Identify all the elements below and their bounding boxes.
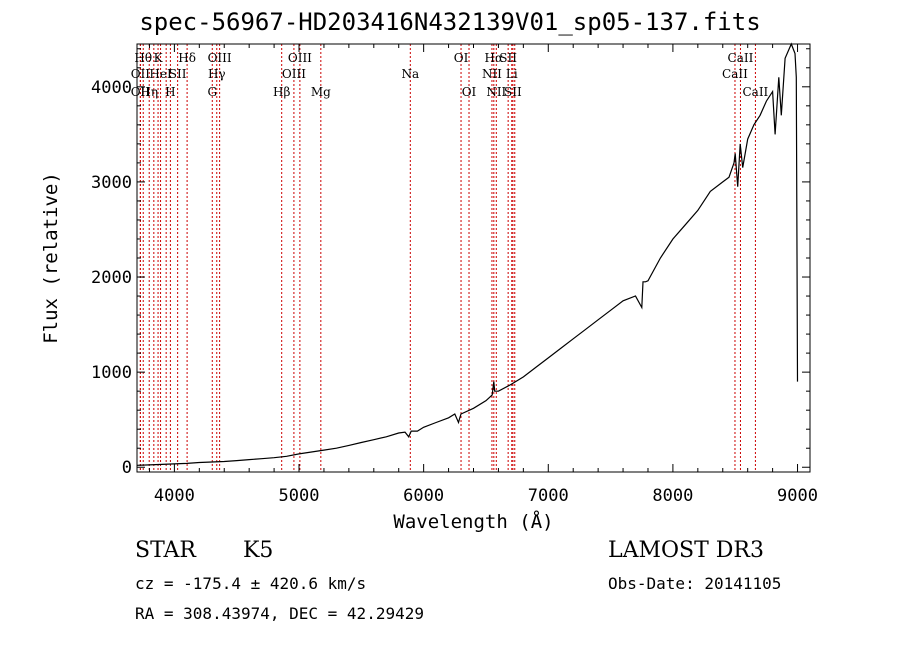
spectral-line-labels: HθOIIOIIHηKHeIHSIIHδGHγOIIIHβOIIIOIIIMgN… [131, 51, 769, 99]
spectrum-series [136, 42, 799, 466]
object-subclass: K5 [243, 538, 274, 563]
survey-name: LAMOST DR3 [608, 538, 764, 563]
spectral-line-label: NII [486, 85, 506, 99]
spectral-line-label: Hβ [273, 85, 290, 99]
spectral-line-label: Hη [140, 85, 158, 99]
spectral-line-label: Hγ [208, 67, 226, 81]
chart-title: spec-56967-HD203416N432139V01_sp05-137.f… [139, 8, 761, 36]
spectral-line-label: Hδ [178, 51, 196, 65]
spectral-line-label: Hθ [134, 51, 152, 65]
x-tick-label: 4000 [154, 486, 195, 506]
spectral-line-label: HeI [149, 67, 172, 81]
spectral-line-label: OII [131, 67, 151, 81]
spectral-line-label: OIII [208, 51, 232, 65]
spectral-line-label: OI [454, 51, 469, 65]
object-class: STAR [135, 538, 196, 563]
x-tick-label: 8000 [652, 486, 693, 506]
spectral-line-label: SII [169, 67, 187, 81]
x-tick-label: 5000 [279, 486, 320, 506]
axis-ticks: 4000 5000 6000 7000 8000 9000 0 1000 2000 3000 400… [91, 44, 818, 506]
spectral-line-label: CaII [728, 51, 754, 65]
y-tick-label: 2000 [91, 268, 132, 288]
y-tick-label: 1000 [91, 363, 132, 383]
x-tick-label: 9000 [777, 486, 818, 506]
spectral-line-label: Mg [311, 85, 331, 99]
y-tick-label: 3000 [91, 173, 132, 193]
spectral-line-markers [139, 44, 756, 472]
redshift-cz: cz = -175.4 ± 420.6 km/s [135, 574, 367, 593]
x-axis-label: Wavelength (Å) [393, 510, 553, 533]
spectral-line-label: CaII [722, 67, 748, 81]
spectral-line-label: Li [506, 67, 518, 81]
spectral-line-label: H [165, 85, 175, 99]
x-tick-label: 6000 [403, 486, 444, 506]
y-tick-label: 4000 [91, 78, 132, 98]
spectral-line-label: CaII [742, 85, 768, 99]
coordinates: RA = 308.43974, DEC = 42.29429 [135, 604, 424, 623]
x-tick-label: 7000 [528, 486, 569, 506]
spectral-line-label: NII [482, 67, 502, 81]
spectral-line-label: OIII [288, 51, 312, 65]
spectral-line-label: K [154, 51, 164, 65]
spectral-line-label: OII [131, 85, 151, 99]
y-tick-label: 0 [122, 458, 132, 478]
spectral-line-label: Na [401, 67, 419, 81]
spectral-line-label: Hα [485, 51, 504, 65]
spectral-line-label: SII [504, 85, 522, 99]
spectral-line-label: OIII [282, 67, 306, 81]
obs-date: Obs-Date: 20141105 [608, 574, 782, 593]
y-axis-label: Flux (relative) [40, 172, 62, 344]
spectral-line-label: G [207, 85, 217, 99]
spectral-line-label: SII [499, 51, 517, 65]
spectral-line-label: OI [462, 85, 477, 99]
